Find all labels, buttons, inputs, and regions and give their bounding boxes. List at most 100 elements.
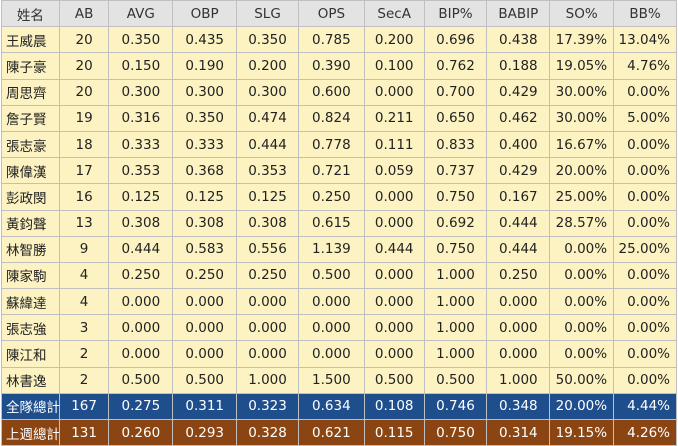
bb-pct-cell: 13.04%	[613, 26, 677, 54]
ab-cell: 19	[58, 104, 110, 132]
team-total-label: 全隊總計	[1, 392, 60, 421]
table-row: 陳偉漢 17 0.353 0.368 0.353 0.721 0.059 0.737 0.429…	[1, 157, 677, 185]
ops-cell: 0.615	[297, 209, 365, 237]
header-ops: OPS	[297, 0, 365, 28]
obp-cell: 0.000	[172, 288, 238, 316]
so-pct-cell: 50.00%	[549, 366, 615, 394]
obp-cell: 0.000	[172, 340, 238, 368]
header-bip-pct: BIP%	[423, 0, 488, 28]
so-pct-cell: 17.39%	[549, 26, 615, 54]
babip-cell: 0.250	[486, 261, 551, 290]
seca-cell: 0.000	[363, 183, 425, 211]
avg-cell: 0.300	[108, 78, 174, 106]
seca-cell: 0.211	[363, 104, 425, 132]
ab-cell: 9	[58, 235, 110, 263]
ab-cell: 4	[58, 261, 110, 290]
ab-cell: 17	[58, 157, 110, 185]
header-slg: SLG	[236, 0, 299, 28]
obp-cell: 0.583	[172, 235, 238, 263]
team-total-seca: 0.108	[363, 392, 425, 421]
bip-pct-cell: 0.696	[423, 26, 488, 54]
ops-cell: 0.600	[297, 78, 365, 106]
player-name-cell: 陳子豪	[1, 52, 60, 80]
ab-cell: 13	[58, 209, 110, 237]
babip-cell: 0.000	[486, 340, 551, 368]
last-week-total-label: 上週總計	[1, 418, 60, 446]
bb-pct-cell: 0.00%	[613, 209, 677, 237]
ab-cell: 2	[58, 366, 110, 394]
player-name-cell: 詹子賢	[1, 104, 60, 132]
table-row: 蘇緯達 4 0.000 0.000 0.000 0.000 0.000 1.000 0.000 0…	[1, 288, 677, 316]
bb-pct-cell: 0.00%	[613, 130, 677, 159]
table-row: 彭政閔 16 0.125 0.125 0.125 0.250 0.000 0.750 0.167…	[1, 183, 677, 211]
table-row: 陳江和 2 0.000 0.000 0.000 0.000 0.000 1.000 0.000 0…	[1, 340, 677, 368]
obp-cell: 0.125	[172, 183, 238, 211]
ab-cell: 20	[58, 52, 110, 80]
last-week-total-obp: 0.293	[172, 418, 238, 446]
so-pct-cell: 30.00%	[549, 78, 615, 106]
seca-cell: 0.000	[363, 340, 425, 368]
table-row: 詹子賢 19 0.316 0.350 0.474 0.824 0.211 0.650 0.462…	[1, 104, 677, 132]
obp-cell: 0.308	[172, 209, 238, 237]
player-name-cell: 林書逸	[1, 366, 60, 394]
bip-pct-cell: 0.692	[423, 209, 488, 237]
player-name-cell: 蘇緯達	[1, 288, 60, 316]
ops-cell: 0.000	[297, 314, 365, 342]
last-week-total-bb-pct: 4.26%	[613, 418, 677, 446]
ab-cell: 20	[58, 26, 110, 54]
player-name-cell: 張志強	[1, 314, 60, 342]
ops-cell: 0.000	[297, 340, 365, 368]
avg-cell: 0.500	[108, 366, 174, 394]
table-row: 陳子豪 20 0.150 0.190 0.200 0.390 0.100 0.762 0.188…	[1, 52, 677, 80]
ab-cell: 3	[58, 314, 110, 342]
babip-cell: 0.429	[486, 157, 551, 185]
bip-pct-cell: 1.000	[423, 261, 488, 290]
slg-cell: 0.000	[236, 314, 299, 342]
babip-cell: 0.000	[486, 288, 551, 316]
so-pct-cell: 0.00%	[549, 288, 615, 316]
obp-cell: 0.250	[172, 261, 238, 290]
last-week-total-bip-pct: 0.750	[423, 418, 488, 446]
player-name-cell: 林智勝	[1, 235, 60, 263]
babip-cell: 0.400	[486, 130, 551, 159]
slg-cell: 0.000	[236, 340, 299, 368]
team-total-bip-pct: 0.746	[423, 392, 488, 421]
slg-cell: 1.000	[236, 366, 299, 394]
babip-cell: 0.462	[486, 104, 551, 132]
ops-cell: 0.390	[297, 52, 365, 80]
so-pct-cell: 25.00%	[549, 183, 615, 211]
seca-cell: 0.000	[363, 314, 425, 342]
header-name: 姓名	[1, 0, 60, 28]
bb-pct-cell: 0.00%	[613, 366, 677, 394]
bip-pct-cell: 0.650	[423, 104, 488, 132]
bb-pct-cell: 4.76%	[613, 52, 677, 80]
seca-cell: 0.059	[363, 157, 425, 185]
babip-cell: 0.429	[486, 78, 551, 106]
slg-cell: 0.474	[236, 104, 299, 132]
table-row: 陳家駒 4 0.250 0.250 0.250 0.500 0.000 1.000 0.250 0…	[1, 261, 677, 290]
babip-cell: 0.188	[486, 52, 551, 80]
bip-pct-cell: 1.000	[423, 288, 488, 316]
player-name-cell: 陳家駒	[1, 261, 60, 290]
bb-pct-cell: 5.00%	[613, 104, 677, 132]
bip-pct-cell: 1.000	[423, 314, 488, 342]
obp-cell: 0.190	[172, 52, 238, 80]
babip-cell: 0.444	[486, 235, 551, 263]
slg-cell: 0.125	[236, 183, 299, 211]
avg-cell: 0.308	[108, 209, 174, 237]
header-ab: AB	[58, 0, 110, 28]
babip-cell: 0.438	[486, 26, 551, 54]
bip-pct-cell: 1.000	[423, 340, 488, 368]
bip-pct-cell: 0.833	[423, 130, 488, 159]
ops-cell: 0.250	[297, 183, 365, 211]
avg-cell: 0.125	[108, 183, 174, 211]
bb-pct-cell: 0.00%	[613, 183, 677, 211]
slg-cell: 0.353	[236, 157, 299, 185]
ab-cell: 16	[58, 183, 110, 211]
slg-cell: 0.000	[236, 288, 299, 316]
obp-cell: 0.368	[172, 157, 238, 185]
bip-pct-cell: 0.762	[423, 52, 488, 80]
bip-pct-cell: 0.750	[423, 235, 488, 263]
seca-cell: 0.444	[363, 235, 425, 263]
